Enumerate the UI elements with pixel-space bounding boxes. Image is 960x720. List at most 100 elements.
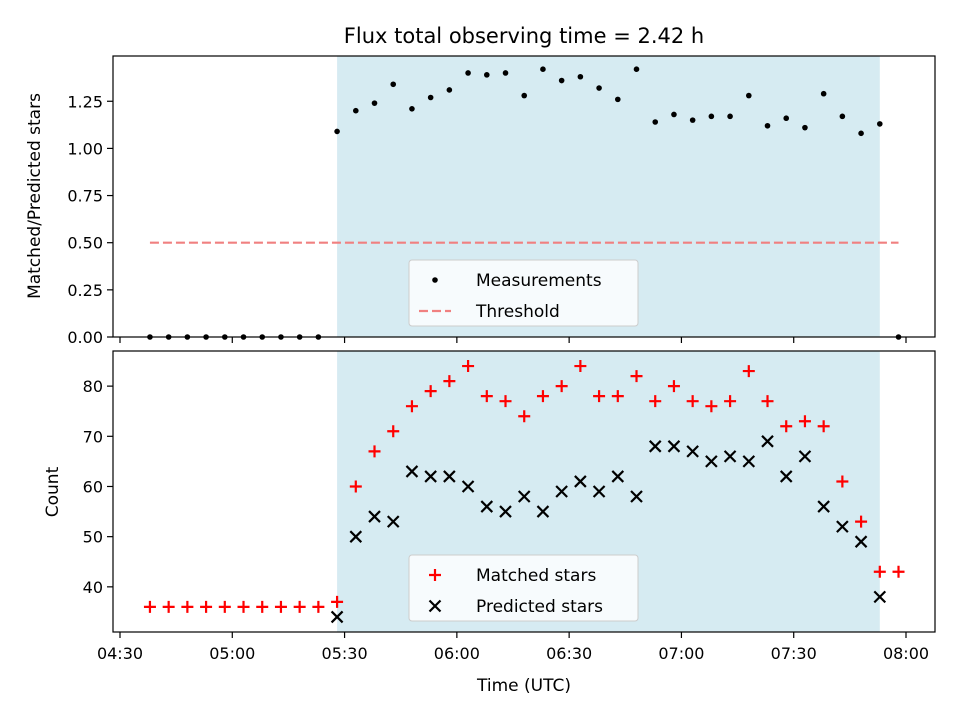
data-point: [555, 380, 568, 393]
legend-marker: [432, 277, 438, 283]
data-point: [854, 535, 868, 548]
data-point: [446, 87, 453, 93]
data-point: [465, 70, 471, 76]
y-tick-label: 70: [83, 427, 103, 446]
x-tick-label: 04:30: [97, 644, 143, 663]
data-point: [689, 117, 696, 123]
x-tick-label: 05:30: [322, 644, 368, 663]
data-point: [649, 395, 662, 408]
data-point: [331, 595, 344, 608]
data-point: [652, 119, 659, 125]
data-point: [780, 420, 793, 433]
chart-title: Flux total observing time = 2.42 h: [344, 24, 704, 48]
legend-label: Matched stars: [476, 566, 596, 586]
legend-label: Predicted stars: [476, 597, 603, 617]
data-point: [517, 490, 531, 503]
y-tick-label: 1.25: [67, 92, 103, 111]
data-point: [592, 485, 606, 498]
data-point: [577, 73, 584, 80]
data-point: [746, 92, 752, 99]
data-point: [443, 470, 456, 483]
data-point: [686, 445, 699, 458]
data-point: [633, 66, 640, 73]
data-point: [371, 100, 378, 106]
data-point: [705, 400, 718, 413]
legend-box: [408, 259, 639, 327]
data-point: [390, 81, 397, 88]
y-tick-label: 0.75: [67, 187, 103, 206]
data-point: [723, 450, 737, 463]
data-point: [761, 395, 774, 408]
data-point: [855, 515, 868, 528]
data-point: [574, 475, 587, 488]
data-point: [521, 92, 528, 99]
x-tick-label: 06:30: [546, 644, 592, 663]
top-y-axis-label: Matched/Predicted stars: [25, 93, 45, 299]
data-point: [274, 600, 287, 613]
y-tick-label: 0.00: [67, 328, 103, 347]
data-point: [312, 600, 325, 613]
data-point: [705, 455, 718, 468]
data-point: [484, 72, 490, 78]
plot-frame: [112, 350, 936, 633]
data-point: [727, 113, 733, 120]
data-point: [518, 410, 531, 423]
data-point: [783, 115, 790, 122]
data-point: [256, 600, 269, 613]
data-point: [615, 96, 621, 103]
legend-box: [408, 554, 639, 622]
data-point: [368, 510, 381, 523]
data-point: [293, 600, 306, 613]
y-tick-label: 50: [83, 528, 103, 547]
data-point: [671, 111, 677, 118]
data-point: [630, 490, 643, 503]
data-point: [368, 445, 381, 458]
bottom-y-axis-label: Count: [43, 466, 63, 517]
x-axis-label: Time (UTC): [476, 676, 571, 696]
data-point: [686, 395, 699, 408]
data-point: [630, 370, 643, 383]
data-point: [502, 70, 509, 76]
data-point: [858, 130, 864, 137]
data-point: [405, 400, 418, 413]
data-point: [540, 66, 546, 73]
data-point: [443, 375, 456, 388]
data-point: [555, 485, 568, 498]
data-point: [724, 395, 737, 408]
data-point: [200, 600, 213, 613]
data-point: [836, 475, 849, 488]
data-point: [708, 113, 715, 120]
data-point: [480, 500, 494, 513]
data-point: [798, 450, 812, 463]
data-point: [596, 85, 602, 91]
data-point: [480, 390, 493, 403]
y-tick-label: 60: [83, 477, 103, 496]
plot-frame: [112, 55, 936, 338]
data-point: [499, 395, 512, 408]
data-point: [462, 360, 475, 373]
data-point: [218, 600, 231, 613]
data-point: [409, 106, 415, 112]
data-point: [424, 470, 437, 483]
legend-marker: [428, 599, 442, 613]
x-tick-label: 07:30: [771, 644, 817, 663]
legend-marker: [429, 569, 441, 581]
data-point: [427, 94, 434, 101]
data-point: [761, 435, 774, 448]
data-point: [143, 600, 156, 613]
data-point: [667, 440, 681, 453]
data-point: [334, 128, 340, 135]
data-point: [873, 565, 886, 578]
legend-label: Measurements: [476, 271, 602, 291]
data-point: [162, 600, 175, 613]
data-point: [611, 390, 624, 403]
x-tick-label: 07:00: [658, 644, 704, 663]
data-point: [461, 480, 475, 493]
y-tick-label: 1.00: [67, 139, 103, 158]
data-point: [386, 515, 400, 528]
data-point: [349, 480, 362, 493]
data-point: [536, 505, 550, 518]
data-point: [839, 113, 846, 120]
data-point: [353, 107, 359, 114]
data-point: [499, 505, 512, 518]
